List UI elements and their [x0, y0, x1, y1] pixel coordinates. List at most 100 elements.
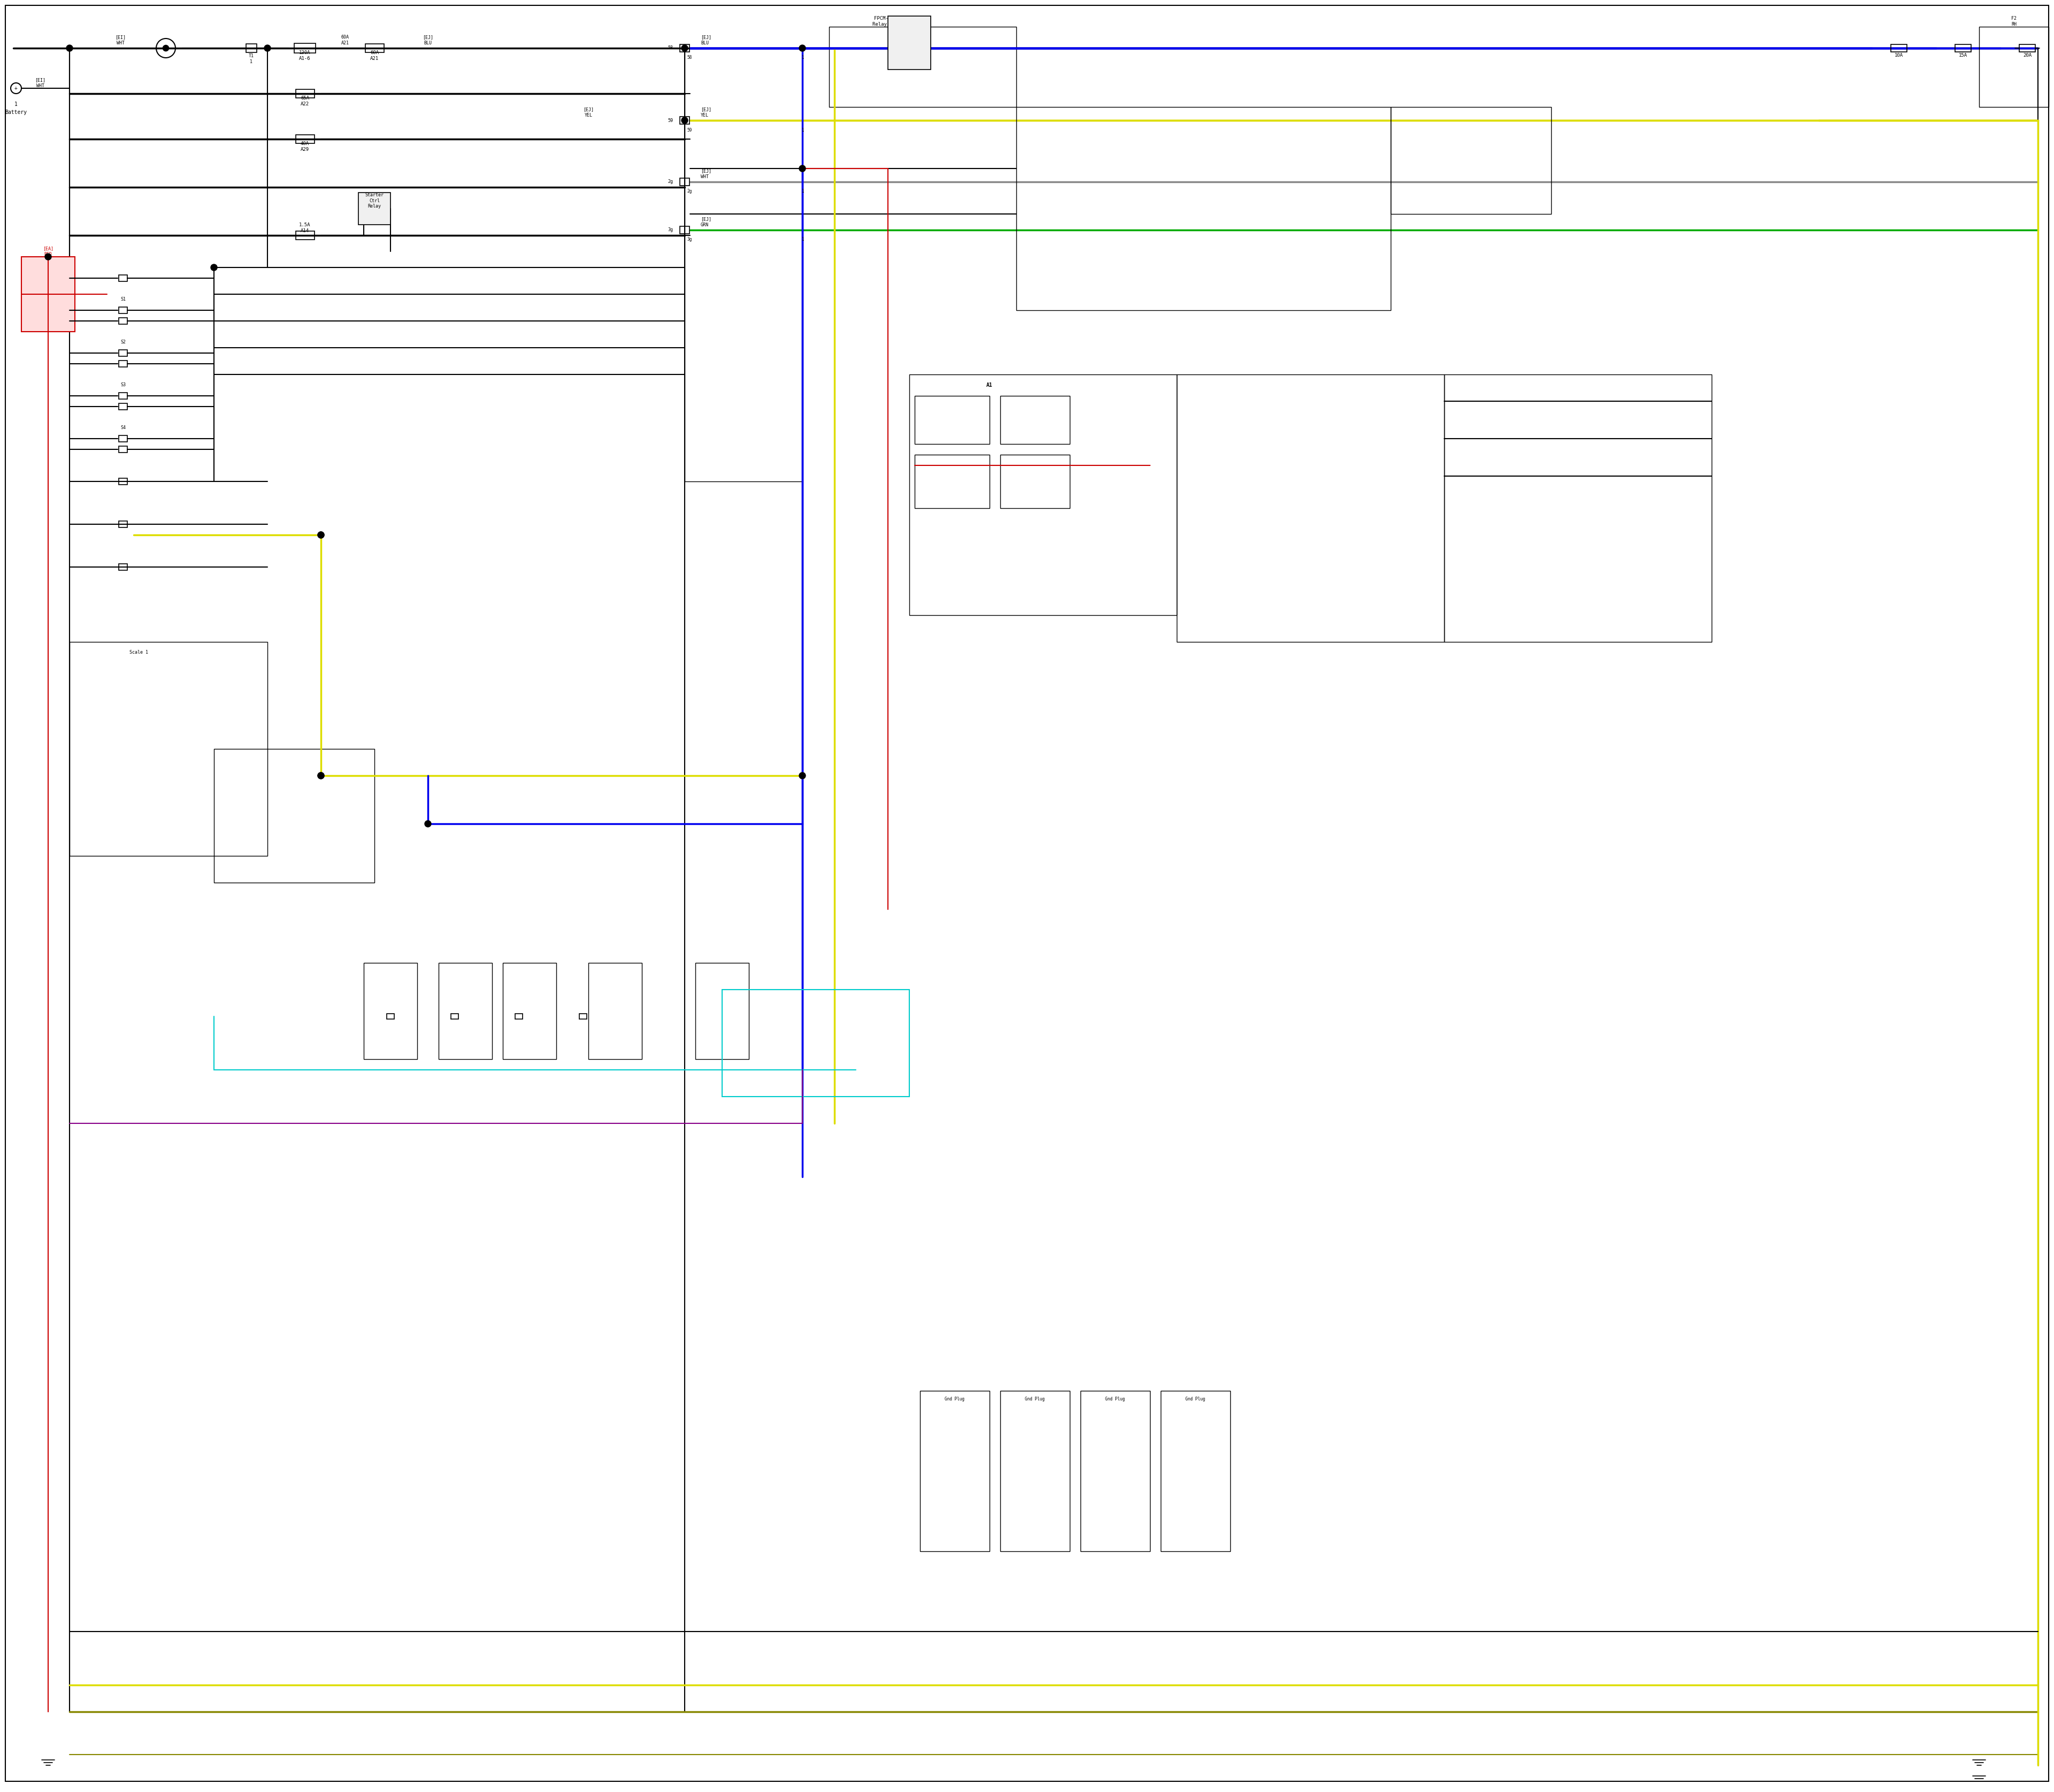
- Bar: [696, 962, 750, 1059]
- Bar: [119, 521, 127, 527]
- Text: 58: 58: [686, 56, 692, 61]
- Circle shape: [318, 772, 325, 780]
- Text: 2g: 2g: [668, 179, 674, 185]
- Bar: [1391, 108, 1551, 213]
- Bar: [1177, 375, 1444, 642]
- Circle shape: [799, 45, 805, 52]
- Bar: [357, 192, 390, 224]
- Bar: [119, 564, 127, 570]
- Circle shape: [682, 45, 688, 52]
- Bar: [386, 1014, 394, 1020]
- Bar: [294, 43, 316, 54]
- Bar: [587, 962, 641, 1059]
- Bar: [296, 90, 314, 99]
- Bar: [1955, 45, 1972, 52]
- Text: 60A
A21: 60A A21: [370, 50, 378, 61]
- Bar: [119, 403, 127, 410]
- Text: +: +: [14, 86, 18, 91]
- Bar: [296, 134, 314, 143]
- Bar: [246, 43, 257, 52]
- Text: FPCM-R
Relay 1: FPCM-R Relay 1: [873, 16, 893, 27]
- Circle shape: [425, 821, 431, 826]
- Bar: [516, 1014, 522, 1020]
- Circle shape: [162, 45, 168, 52]
- Circle shape: [318, 772, 325, 780]
- Bar: [119, 274, 127, 281]
- Text: [EJ]
WHT: [EJ] WHT: [700, 168, 711, 179]
- Bar: [119, 317, 127, 324]
- Text: [EI]
WHT: [EI] WHT: [35, 77, 45, 88]
- Bar: [214, 749, 374, 883]
- Text: 1: 1: [14, 102, 18, 108]
- Text: 3g: 3g: [686, 237, 692, 242]
- Bar: [119, 392, 127, 400]
- Text: 40A
A29: 40A A29: [300, 142, 310, 152]
- Circle shape: [318, 532, 325, 538]
- Text: 130A
A1-6: 130A A1-6: [300, 50, 310, 61]
- Text: 58: 58: [668, 47, 674, 50]
- Text: F2
RH: F2 RH: [2011, 16, 2017, 27]
- Bar: [680, 226, 690, 233]
- Bar: [1980, 27, 2048, 108]
- Bar: [452, 1014, 458, 1020]
- Text: T1
1: T1 1: [249, 54, 255, 65]
- Bar: [723, 989, 910, 1097]
- Text: [EI]
WHT: [EI] WHT: [115, 34, 125, 45]
- Bar: [1000, 396, 1070, 444]
- Text: Gnd Plug: Gnd Plug: [1185, 1396, 1206, 1401]
- Text: S2: S2: [121, 340, 125, 344]
- Text: Gnd Plug: Gnd Plug: [945, 1396, 965, 1401]
- Text: Scale 1: Scale 1: [129, 650, 148, 656]
- Text: 59: 59: [668, 118, 674, 124]
- Bar: [296, 231, 314, 240]
- Text: A1: A1: [986, 382, 992, 387]
- Bar: [119, 435, 127, 443]
- Text: 1: 1: [801, 237, 803, 242]
- Bar: [364, 962, 417, 1059]
- Bar: [1892, 45, 1906, 52]
- Bar: [1000, 455, 1070, 509]
- Bar: [914, 455, 990, 509]
- Bar: [1000, 1391, 1070, 1552]
- Bar: [440, 962, 493, 1059]
- Bar: [680, 45, 690, 52]
- Text: 3g: 3g: [668, 228, 674, 233]
- Text: 1: 1: [801, 190, 803, 194]
- Circle shape: [799, 772, 805, 780]
- Text: 10A: 10A: [1894, 54, 1904, 57]
- Bar: [1444, 375, 1711, 642]
- Text: [EJ]
BLU: [EJ] BLU: [700, 34, 711, 45]
- Bar: [920, 1391, 990, 1552]
- Circle shape: [799, 165, 805, 172]
- Bar: [1017, 108, 1391, 310]
- Text: 65A
A22: 65A A22: [300, 97, 310, 106]
- Text: 1.5A
A14: 1.5A A14: [300, 222, 310, 233]
- Text: [EJ]
GRN: [EJ] GRN: [700, 217, 711, 228]
- Text: Battery: Battery: [4, 109, 27, 115]
- Text: [EA]
RED: [EA] RED: [43, 246, 53, 256]
- Text: Gnd Plug: Gnd Plug: [1025, 1396, 1045, 1401]
- Circle shape: [45, 253, 51, 260]
- Bar: [119, 446, 127, 453]
- Circle shape: [682, 116, 688, 124]
- Bar: [119, 478, 127, 484]
- Text: 60A
A21: 60A A21: [341, 34, 349, 45]
- Bar: [503, 962, 557, 1059]
- Bar: [21, 256, 74, 332]
- Bar: [119, 360, 127, 367]
- Text: 15A: 15A: [1960, 54, 1968, 57]
- Text: Starter
Ctrl
Relay: Starter Ctrl Relay: [366, 192, 384, 208]
- Text: S1: S1: [121, 297, 125, 303]
- Bar: [680, 177, 690, 186]
- Circle shape: [265, 45, 271, 52]
- Text: 1: 1: [801, 127, 803, 133]
- Bar: [910, 375, 1177, 615]
- Text: 1: 1: [801, 56, 803, 61]
- Circle shape: [318, 532, 325, 538]
- Bar: [680, 116, 690, 124]
- Bar: [2019, 45, 2036, 52]
- Bar: [119, 306, 127, 314]
- Bar: [579, 1014, 587, 1020]
- Bar: [1080, 1391, 1150, 1552]
- Text: 20A: 20A: [2023, 54, 2031, 57]
